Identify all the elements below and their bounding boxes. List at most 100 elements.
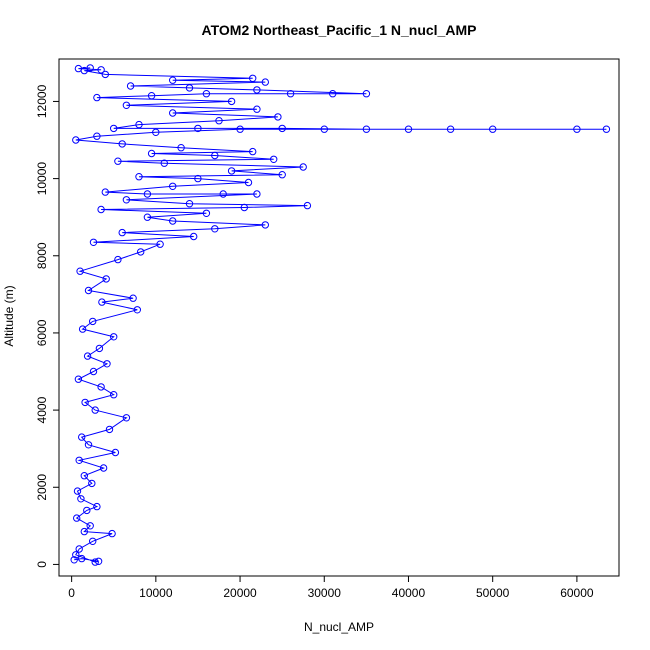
- data-point: [160, 159, 169, 167]
- data-point: [76, 267, 84, 275]
- data-point: [143, 190, 152, 198]
- data-point: [303, 201, 312, 210]
- data-point: [110, 124, 118, 133]
- data-point: [135, 173, 143, 181]
- data-point: [602, 125, 611, 133]
- data-point: [78, 325, 87, 333]
- data-point: [84, 286, 93, 295]
- data-point: [147, 92, 156, 100]
- data-point: [244, 178, 253, 187]
- y-tick-label: 6000: [35, 319, 49, 346]
- data-point: [75, 456, 83, 464]
- data-point: [211, 151, 219, 160]
- data-point: [94, 557, 103, 565]
- data-point: [261, 221, 269, 229]
- data-point: [78, 554, 86, 563]
- data-point: [103, 360, 111, 368]
- plot-layer: [70, 64, 611, 566]
- data-point: [489, 125, 497, 133]
- y-axis-label: Altitude (m): [2, 285, 16, 346]
- data-point: [126, 82, 135, 90]
- data-point: [114, 255, 122, 264]
- data-point: [190, 232, 198, 241]
- data-point: [93, 132, 101, 140]
- data-point: [122, 101, 131, 110]
- data-point: [110, 333, 118, 341]
- data-point: [102, 275, 110, 283]
- data-point: [278, 171, 286, 179]
- x-tick-label: 30000: [308, 586, 342, 600]
- data-point: [101, 70, 110, 79]
- data-point: [97, 205, 105, 214]
- data-point: [573, 125, 581, 133]
- data-point: [143, 213, 152, 221]
- data-point: [89, 317, 97, 326]
- data-point: [80, 472, 89, 480]
- data-point: [89, 238, 98, 247]
- data-point: [91, 406, 99, 414]
- x-tick-label: 50000: [476, 586, 510, 600]
- y-tick-label: 10000: [35, 162, 49, 196]
- data-point: [84, 441, 93, 449]
- data-point: [114, 157, 122, 165]
- data-point: [249, 74, 257, 83]
- data-point: [253, 190, 261, 198]
- data-point: [274, 113, 282, 121]
- data-point: [118, 228, 126, 237]
- x-tick-label: 20000: [223, 586, 257, 600]
- data-point: [99, 464, 108, 472]
- data-point: [122, 414, 131, 422]
- data-point: [97, 66, 105, 74]
- data-point: [72, 136, 80, 144]
- data-point: [249, 147, 257, 156]
- data-point: [362, 90, 371, 98]
- data-point: [88, 479, 96, 488]
- data-point: [97, 383, 105, 391]
- data-point: [446, 125, 455, 133]
- series-line: [74, 67, 607, 563]
- data-point: [404, 125, 413, 133]
- data-point: [110, 391, 118, 399]
- data-point: [98, 298, 106, 306]
- data-point: [185, 200, 194, 208]
- data-point: [261, 78, 269, 86]
- data-point: [253, 86, 261, 94]
- data-point: [133, 306, 142, 314]
- data-point: [194, 124, 202, 133]
- data-point: [169, 109, 177, 117]
- data-point: [122, 196, 131, 204]
- data-point: [129, 294, 137, 302]
- data-point: [227, 97, 236, 106]
- data-point: [135, 120, 143, 129]
- data-point: [194, 174, 202, 183]
- data-point: [278, 124, 286, 133]
- data-point: [215, 117, 223, 125]
- data-point: [137, 248, 145, 256]
- data-point: [236, 125, 244, 133]
- data-point: [81, 398, 89, 407]
- data-point: [74, 375, 83, 383]
- data-point: [80, 527, 89, 536]
- y-tick-label: 12000: [35, 84, 49, 118]
- x-tick-label: 0: [68, 586, 75, 600]
- data-point: [101, 188, 110, 196]
- data-point: [202, 209, 211, 218]
- data-point: [177, 144, 185, 152]
- y-tick-label: 8000: [35, 242, 49, 269]
- data-point: [72, 551, 80, 559]
- data-point: [219, 190, 227, 198]
- chart-title: ATOM2 Northeast_Pacific_1 N_nucl_AMP: [202, 22, 477, 38]
- plot-area-frame: [58, 58, 620, 577]
- data-point: [83, 352, 92, 360]
- data-point: [77, 495, 85, 503]
- data-point: [169, 182, 177, 191]
- y-tick-label: 0: [35, 561, 49, 568]
- data-point: [73, 514, 81, 522]
- x-tick-label: 60000: [560, 586, 594, 600]
- data-point: [70, 556, 78, 564]
- data-point: [89, 367, 98, 376]
- data-point: [86, 64, 94, 72]
- data-point: [253, 105, 261, 113]
- data-point: [286, 90, 295, 98]
- data-point: [240, 203, 249, 212]
